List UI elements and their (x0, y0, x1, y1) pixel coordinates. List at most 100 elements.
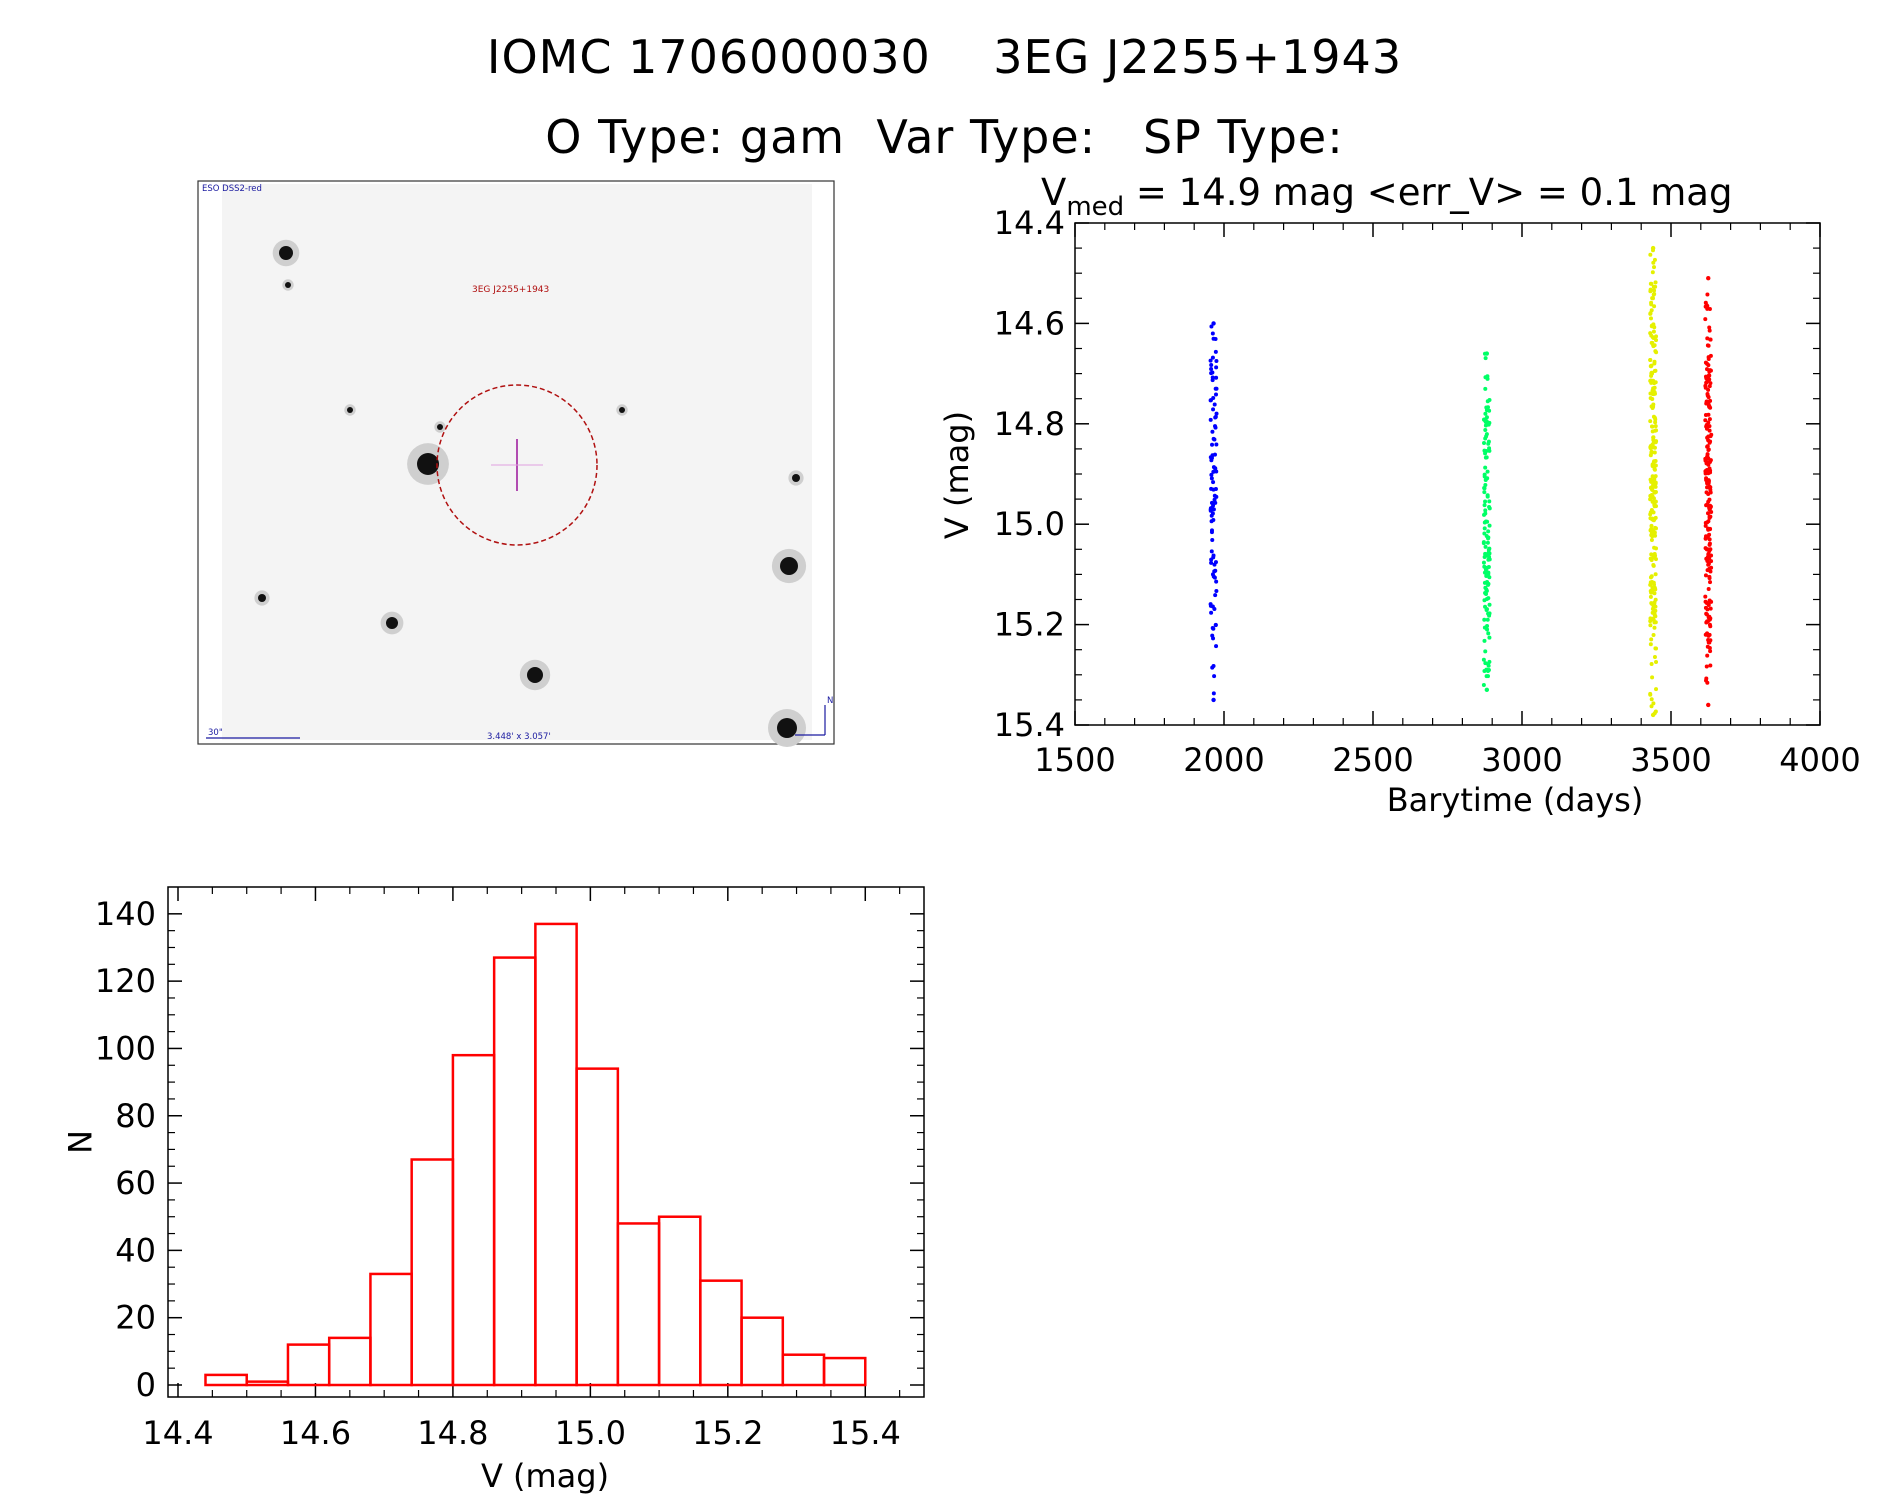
lc-point (1706, 276, 1711, 281)
lc-x-axis-label: Barytime (days) (1387, 781, 1644, 819)
lc-point (1209, 366, 1214, 371)
fov-label: 3.448' x 3.057' (487, 732, 551, 742)
hist-y-axis-label: N (60, 1130, 98, 1154)
lc-point (1652, 467, 1657, 472)
lc-point (1213, 452, 1218, 457)
lc-point (1482, 351, 1487, 356)
finder-star (347, 407, 353, 413)
lc-point (1211, 503, 1216, 508)
lc-point (1648, 691, 1653, 696)
lc-point (1486, 661, 1491, 666)
lc-point (1705, 444, 1710, 449)
lc-point (1483, 455, 1488, 460)
lc-point (1703, 573, 1708, 578)
hist-bar (369, 1272, 413, 1387)
hist-bar (286, 1343, 331, 1387)
lc-point (1486, 535, 1491, 540)
lc-point (1213, 487, 1218, 492)
lc-point (1653, 428, 1658, 433)
lc-point (1484, 587, 1489, 592)
lc-point (1654, 338, 1659, 343)
lc-point (1708, 470, 1713, 475)
lc-x-tick-label: 3500 (1630, 741, 1711, 779)
lc-point (1648, 588, 1653, 593)
lc-point (1704, 600, 1709, 605)
lc-point (1208, 507, 1213, 512)
lc-point (1214, 442, 1219, 447)
finder-chart: ESO DSS2-red 3EG J2255+1943 30" 3.448' x… (197, 180, 835, 747)
hist-y-tick-label: 40 (115, 1231, 156, 1269)
lc-point (1212, 493, 1217, 498)
lc-point (1652, 288, 1657, 293)
lc-point (1704, 534, 1709, 539)
lc-point (1487, 611, 1492, 616)
lc-point (1482, 417, 1487, 422)
lc-point (1705, 361, 1710, 366)
lc-point (1211, 697, 1216, 703)
lc-point (1214, 392, 1219, 397)
lc-point (1213, 622, 1218, 627)
hist-bars (204, 922, 867, 1387)
lc-point (1211, 336, 1216, 341)
lc-point (1709, 432, 1714, 437)
lc-point (1481, 540, 1486, 545)
type-info: O Type: gam Var Type: SP Type: (545, 110, 1344, 164)
lc-point (1484, 674, 1489, 679)
hist-bar (657, 1215, 702, 1387)
lc-point (1649, 308, 1654, 313)
lc-point (1487, 602, 1492, 607)
lc-point (1482, 472, 1487, 477)
hist-y-tick-label: 100 (95, 1029, 156, 1067)
hist-bar (327, 1336, 372, 1387)
lc-point (1650, 579, 1655, 584)
lc-point (1210, 355, 1215, 360)
lc-point (1706, 387, 1711, 392)
lc-point (1210, 429, 1215, 434)
lc-point (1650, 675, 1655, 680)
lc-point (1705, 306, 1710, 311)
hist-bar (451, 1053, 496, 1387)
lc-point (1483, 649, 1488, 654)
lc-point (1487, 551, 1492, 556)
lc-x-tick-label: 2500 (1332, 741, 1413, 779)
lc-point (1648, 358, 1653, 363)
lc-point (1707, 632, 1712, 637)
finder-star (417, 453, 439, 475)
lc-point (1648, 642, 1653, 647)
lc-point (1208, 455, 1213, 460)
lc-point (1650, 270, 1655, 275)
light-curve: Vmed = 14.9 mag <err_V> = 0.1 mag 1500 20… (938, 171, 1861, 819)
lc-point (1483, 604, 1488, 609)
lc-point (1482, 526, 1487, 531)
survey-label: ESO DSS2-red (202, 184, 262, 194)
lc-point (1703, 523, 1708, 528)
lc-point (1486, 529, 1491, 534)
lc-point (1212, 402, 1217, 407)
lc-point (1707, 532, 1712, 537)
lc-point (1708, 506, 1713, 511)
lc-point (1214, 375, 1219, 380)
lc-point (1651, 563, 1656, 568)
lc-point (1486, 564, 1491, 569)
lc-point (1651, 284, 1656, 289)
finder-star (527, 667, 543, 683)
lc-point (1651, 292, 1656, 297)
lc-title-sub: med (1066, 192, 1124, 222)
lc-point (1483, 386, 1488, 391)
lc-point (1708, 606, 1713, 611)
lc-point (1211, 469, 1216, 474)
lc-point (1486, 547, 1491, 552)
lc-point (1704, 676, 1709, 681)
lc-point (1485, 540, 1490, 545)
lc-title-main: V (1041, 171, 1066, 214)
lc-point (1482, 512, 1487, 517)
lc-point (1706, 619, 1711, 624)
lc-point (1651, 344, 1656, 349)
lc-point (1708, 381, 1713, 386)
lc-y-tick-label: 14.6 (994, 304, 1065, 342)
lc-point (1483, 499, 1488, 504)
hist-x-tick-label: 14.4 (142, 1414, 213, 1452)
lc-point (1707, 424, 1712, 429)
lc-point (1706, 420, 1711, 425)
lc-point (1648, 443, 1653, 448)
